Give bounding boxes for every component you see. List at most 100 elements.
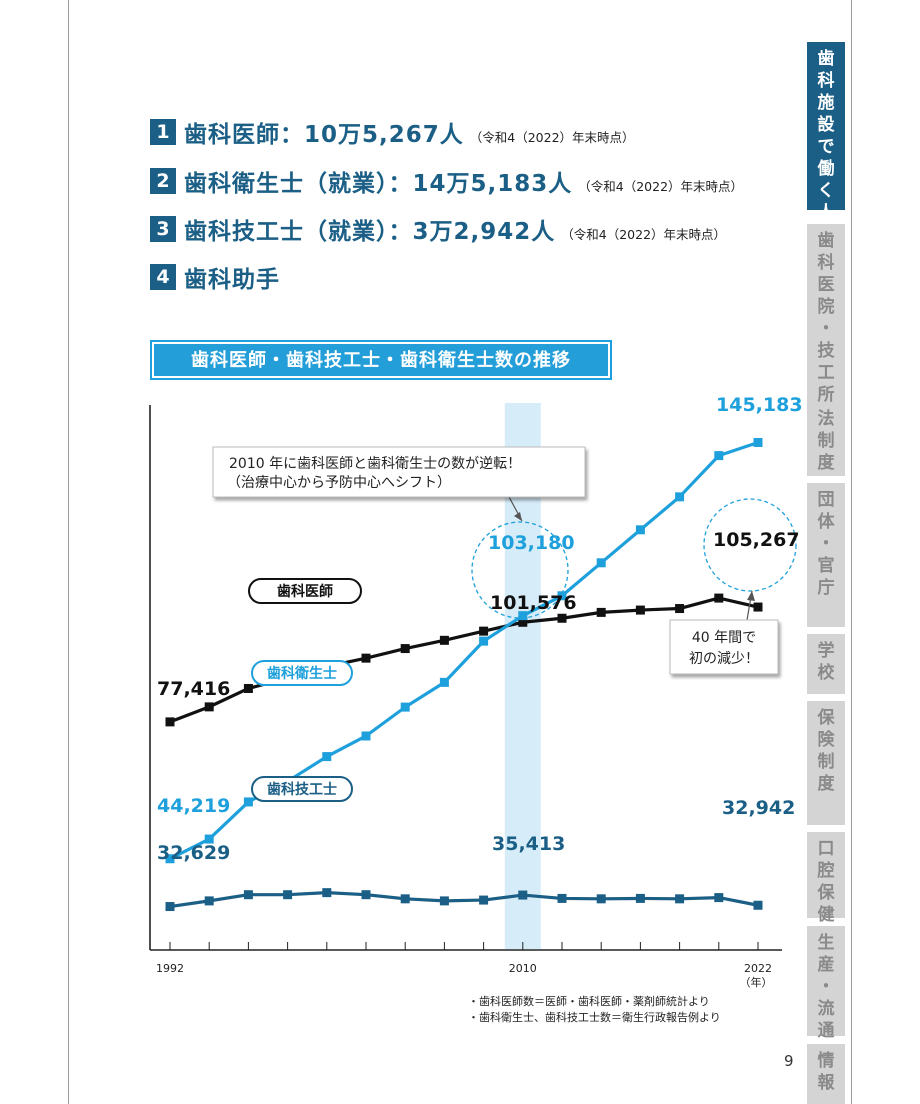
dentist-series-point xyxy=(400,644,410,654)
technician-series-point xyxy=(283,890,293,900)
label-technician-start: 32,629 xyxy=(157,842,230,864)
hygienist-series-point xyxy=(400,702,410,712)
technician-series-point xyxy=(361,890,371,900)
hygienist-series-point xyxy=(165,854,175,864)
dentist-series-point xyxy=(439,635,449,645)
legend-dentist-text: 歯科医師 xyxy=(277,583,333,600)
source-note-2: ・歯科衛生士、歯科技工士数＝衛生行政報告例より xyxy=(468,1011,721,1024)
legend-technician-border xyxy=(251,776,353,802)
sidebar-tab-label: 口腔保健 xyxy=(817,839,835,925)
technician-series-point xyxy=(675,894,685,904)
item-note: （令和4（2022）年末時点） xyxy=(561,227,727,242)
dentist-series-point xyxy=(518,617,528,627)
item-title: 歯科医師：10万5,267人 xyxy=(184,122,464,148)
sidebar-tab[interactable]: 情報 xyxy=(807,1044,845,1104)
sidebar-tab[interactable]: 生産・流通 xyxy=(807,926,845,1041)
sidebar-tab-label: 歯科施設で働く人 xyxy=(817,49,835,223)
legend-dentist: 歯科医師 xyxy=(248,578,362,604)
legend-technician-text: 歯科技工士 xyxy=(267,781,337,798)
label-hygienist-start: 44,219 xyxy=(157,795,230,817)
item-note: （令和4（2022）年末時点） xyxy=(578,179,744,194)
page-number: 9 xyxy=(784,1052,794,1070)
reversal-pointer-head xyxy=(514,512,522,521)
item-title: 歯科技工士（就業）：3万2,942人 xyxy=(184,219,556,245)
technician-series-point xyxy=(439,896,449,906)
reversal-circle xyxy=(471,521,569,619)
x-tick-label: 2022 xyxy=(744,962,772,975)
x-tick-label: 2010 xyxy=(509,962,537,975)
hygienist-series-point xyxy=(479,636,489,646)
source-note-1: ・歯科医師数＝医師・歯科医師・薬剤師統計より xyxy=(468,995,710,1008)
chart-title-text: 歯科医師・歯科技工士・歯科衛生士数の推移 xyxy=(191,350,571,371)
hygienist-series-point xyxy=(714,451,724,461)
header-item-4: 4 歯科助手 xyxy=(150,260,280,294)
dentist-series-point xyxy=(557,613,567,623)
hygienist-series-point xyxy=(557,591,567,601)
technician-series-point xyxy=(400,894,410,904)
sidebar-tab[interactable]: 保険制度 xyxy=(807,701,845,825)
dentist-series-point xyxy=(361,653,371,663)
decrease-circle xyxy=(703,498,797,592)
dentist-series-point xyxy=(596,607,606,617)
chart-title: 歯科医師・歯科技工士・歯科衛生士数の推移 xyxy=(150,340,612,380)
hygienist-series-point xyxy=(243,797,253,807)
source-notes: ・歯科医師数＝医師・歯科医師・薬剤師統計より ・歯科衛生士、歯科技工士数＝衛生行… xyxy=(468,994,721,1026)
technician-series-point xyxy=(165,902,175,912)
dentist-series-point xyxy=(243,683,253,693)
sidebar-tab-label: 保険制度 xyxy=(817,708,835,794)
sidebar-tab-label: 団体・官庁 xyxy=(817,490,835,598)
header-item-2: 2 歯科衛生士（就業）：14万5,183人 （令和4（2022）年末時点） xyxy=(150,164,743,198)
hygienist-series-point xyxy=(753,437,763,447)
reversal-callout-line1: 2010 年に歯科医師と歯科衛生士の数が逆転！ xyxy=(229,456,521,472)
item-title: 歯科助手 xyxy=(184,267,280,293)
technician-series-point xyxy=(596,894,606,904)
hygienist-series-point xyxy=(439,677,449,687)
dentist-series-point xyxy=(204,702,214,712)
decrease-callout-line1: 40 年間で xyxy=(692,630,756,646)
reversal-callout-box xyxy=(212,446,586,498)
x-unit-label: （年） xyxy=(740,975,773,989)
sidebar-tab[interactable]: 口腔保健 xyxy=(807,832,845,925)
axes-layer: 1992 2010 2022（年） xyxy=(149,405,782,989)
sidebar-tab[interactable]: 学校 xyxy=(807,634,845,694)
sidebar-tab-label: 情報 xyxy=(817,1051,835,1093)
legend-dentist-border xyxy=(248,578,362,604)
sidebar-tab[interactable]: 団体・官庁 xyxy=(807,483,845,627)
hygienist-series-point xyxy=(675,492,685,502)
technician-series-point xyxy=(714,893,724,903)
dentist-series-point xyxy=(479,626,489,636)
sidebar-tab[interactable]: 歯科施設で働く人 xyxy=(807,42,845,223)
header-item-1: 1 歯科医師：10万5,267人 （令和4（2022）年末時点） xyxy=(150,115,635,149)
technician-series-point xyxy=(518,890,528,900)
technician-series-point xyxy=(557,893,567,903)
circle-layer xyxy=(471,498,797,619)
sidebar-tab[interactable]: 法制度 xyxy=(807,402,845,476)
sidebar-tab[interactable]: 歯科医院・技工所 xyxy=(807,224,845,422)
label-technician-end: 32,942 xyxy=(722,797,795,819)
hygienist-series-point xyxy=(204,834,214,844)
item-number: 3 xyxy=(150,216,176,242)
label-dentist-2010: 101,576 xyxy=(490,592,577,614)
hygienist-series-point xyxy=(518,611,528,621)
page xyxy=(68,0,852,1104)
legend-hygienist: 歯科衛生士 xyxy=(251,660,353,686)
legend-hygienist-border xyxy=(251,660,353,686)
item-number: 2 xyxy=(150,168,176,194)
sidebar-tab-label: 学校 xyxy=(817,641,835,683)
label-technician-2010: 35,413 xyxy=(492,833,565,855)
label-hygienist-2010: 103,180 xyxy=(488,532,575,554)
technician-series-point xyxy=(243,890,253,900)
item-number: 1 xyxy=(150,119,176,145)
label-dentist-start: 77,416 xyxy=(157,678,230,700)
decrease-callout-line2: 初の減少！ xyxy=(689,650,759,667)
item-title: 歯科衛生士（就業）：14万5,183人 xyxy=(184,171,573,197)
dentist-series-point xyxy=(675,604,685,614)
technician-series-point xyxy=(322,888,332,898)
technician-series-point xyxy=(753,900,763,910)
hygienist-series-point xyxy=(361,731,371,741)
sidebar-tab-label: 生産・流通 xyxy=(817,933,835,1041)
legend-hygienist-text: 歯科衛生士 xyxy=(267,665,337,682)
decrease-callout-box xyxy=(669,619,779,675)
dentist-series-point xyxy=(753,602,763,612)
